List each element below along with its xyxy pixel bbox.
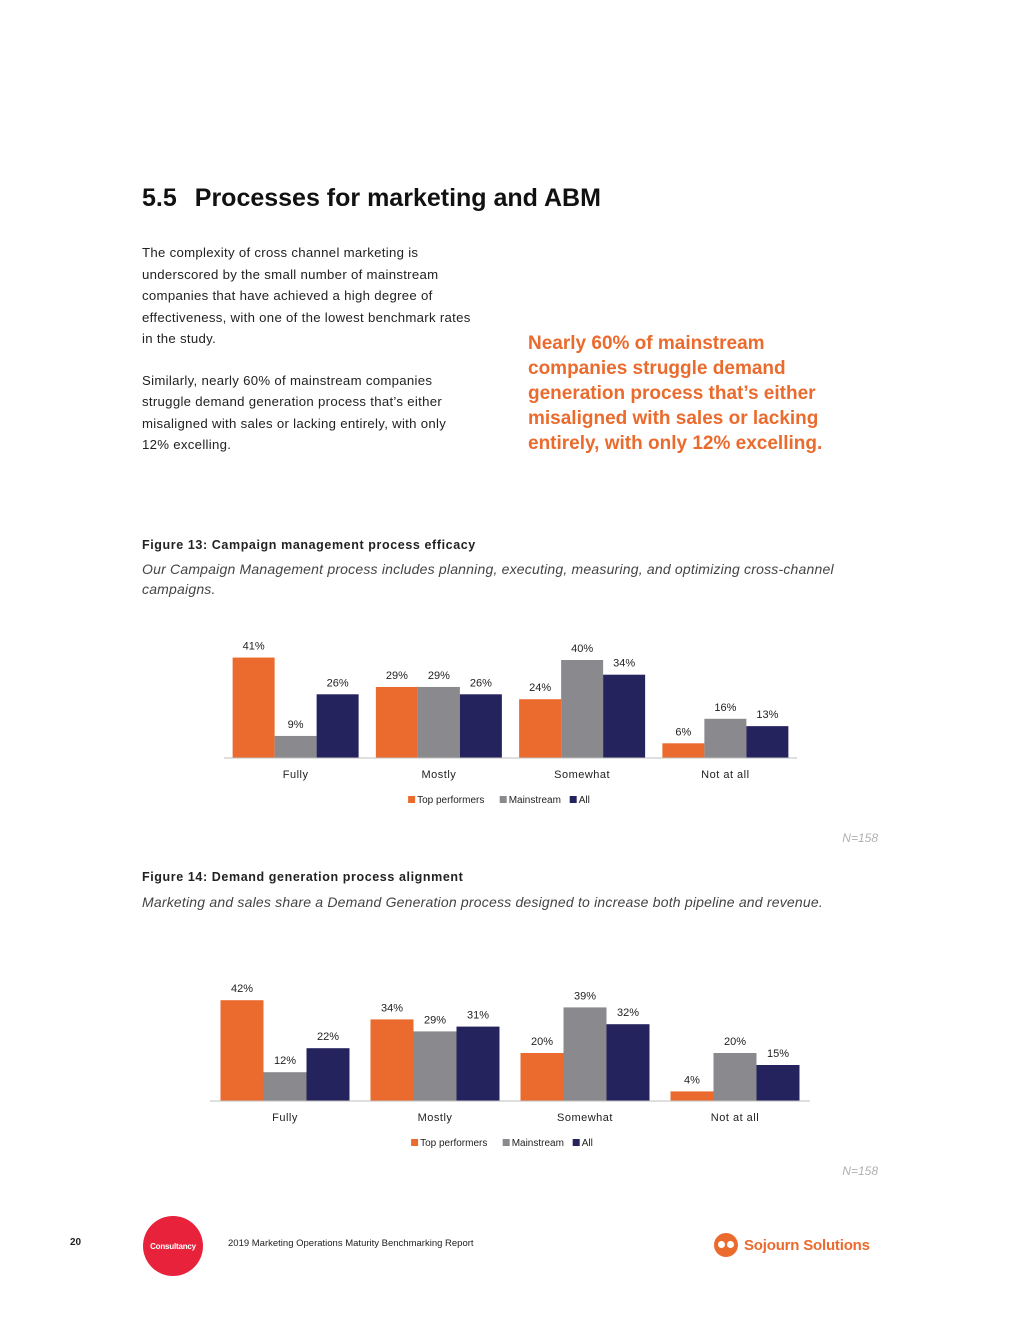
bar-all-somewhat bbox=[603, 674, 646, 758]
legend-swatch-top-performers bbox=[411, 1139, 419, 1146]
category-label: Somewhat bbox=[554, 769, 610, 781]
bar-mainstream-fully bbox=[274, 735, 317, 758]
data-label: 9% bbox=[288, 719, 304, 731]
data-label: 39% bbox=[574, 990, 596, 1002]
pull-quote: Nearly 60% of mainstream companies strug… bbox=[528, 333, 823, 454]
data-label: 34% bbox=[613, 658, 635, 670]
bar-mainstream-mostly bbox=[413, 1031, 457, 1101]
section-title: 5.5 Processes for marketing and ABM bbox=[142, 184, 601, 213]
figure-14-sample-note: N=158 bbox=[842, 1164, 878, 1178]
category-label: Mostly bbox=[421, 769, 456, 781]
data-label: 31% bbox=[467, 1010, 489, 1022]
sojourn-logo-icon bbox=[714, 1233, 738, 1257]
data-label: 29% bbox=[424, 1014, 446, 1026]
bar-mainstream-somewhat bbox=[561, 660, 604, 758]
data-label: 34% bbox=[381, 1002, 403, 1014]
data-label: 29% bbox=[386, 670, 408, 682]
bar-top-performers-not-at-all bbox=[662, 743, 705, 758]
legend-label-mainstream: Mainstream bbox=[509, 795, 561, 806]
legend-swatch-mainstream bbox=[499, 796, 507, 803]
bar-top-performers-mostly bbox=[370, 1019, 414, 1101]
data-label: 4% bbox=[684, 1074, 700, 1086]
bar-top-performers-somewhat bbox=[520, 1053, 564, 1101]
bar-mainstream-fully bbox=[263, 1072, 307, 1101]
consultancy-badge-label: Consultancy bbox=[150, 1241, 196, 1251]
category-label: Fully bbox=[272, 1112, 298, 1124]
category-label: Somewhat bbox=[557, 1112, 613, 1124]
body-paragraph-1: The complexity of cross channel marketin… bbox=[142, 245, 471, 346]
page-number: 20 bbox=[70, 1237, 82, 1248]
figure-13-subtitle: Our Campaign Management process includes… bbox=[142, 561, 834, 597]
category-label: Not at all bbox=[711, 1112, 759, 1124]
data-label: 20% bbox=[724, 1036, 746, 1048]
brand-logo: Sojourn Solutions bbox=[714, 1233, 870, 1257]
data-label: 22% bbox=[317, 1031, 339, 1043]
footer-report-title: 2019 Marketing Operations Maturity Bench… bbox=[228, 1238, 474, 1249]
legend-label-top-performers: Top performers bbox=[420, 1138, 487, 1149]
data-label: 26% bbox=[327, 677, 349, 689]
figure-13-sample-note: N=158 bbox=[842, 831, 878, 845]
bar-all-fully bbox=[316, 694, 359, 758]
figure-14-subtitle: Marketing and sales share a Demand Gener… bbox=[142, 894, 823, 910]
legend-label-top-performers: Top performers bbox=[417, 795, 484, 806]
data-label: 40% bbox=[571, 643, 593, 655]
data-label: 42% bbox=[231, 983, 253, 995]
bar-all-not-at-all bbox=[756, 1065, 800, 1101]
figure-14-chart: 42% 12% 22% Fully 34% 29% 31% Mostly 20% 39% 32% So… bbox=[210, 983, 810, 1149]
legend-swatch-all bbox=[572, 1139, 580, 1146]
bar-all-mostly bbox=[456, 1026, 500, 1101]
figure-14-title: Figure 14: Demand generation process ali… bbox=[142, 870, 464, 884]
legend-swatch-top-performers bbox=[408, 796, 416, 803]
bar-top-performers-fully bbox=[232, 657, 275, 758]
data-label: 26% bbox=[470, 677, 492, 689]
bar-all-mostly bbox=[459, 694, 502, 758]
bar-all-somewhat bbox=[606, 1024, 650, 1101]
bar-mainstream-not-at-all bbox=[704, 718, 747, 758]
data-label: 20% bbox=[531, 1036, 553, 1048]
category-label: Fully bbox=[283, 769, 309, 781]
legend-swatch-mainstream bbox=[502, 1139, 510, 1146]
bar-top-performers-fully bbox=[220, 1000, 264, 1101]
data-label: 32% bbox=[617, 1007, 639, 1019]
data-label: 13% bbox=[756, 709, 778, 721]
bar-mainstream-somewhat bbox=[563, 1007, 607, 1101]
category-label: Mostly bbox=[418, 1112, 453, 1124]
data-label: 12% bbox=[274, 1055, 296, 1067]
data-label: 16% bbox=[714, 702, 736, 714]
data-label: 15% bbox=[767, 1048, 789, 1060]
data-label: 6% bbox=[675, 726, 691, 738]
bar-all-fully bbox=[306, 1048, 350, 1101]
bar-mainstream-not-at-all bbox=[713, 1053, 757, 1101]
brand-name: Sojourn Solutions bbox=[744, 1236, 870, 1254]
data-label: 29% bbox=[428, 670, 450, 682]
body-text-column: The complexity of cross channel marketin… bbox=[142, 242, 472, 476]
figure-13-title: Figure 13: Campaign management process e… bbox=[142, 538, 476, 552]
legend-swatch-all bbox=[569, 796, 577, 803]
legend-label-all: All bbox=[579, 795, 590, 806]
data-label: 24% bbox=[529, 682, 551, 694]
bar-top-performers-not-at-all bbox=[670, 1091, 714, 1101]
section-number: 5.5 bbox=[142, 184, 177, 212]
data-label: 41% bbox=[243, 641, 265, 653]
legend-label-mainstream: Mainstream bbox=[512, 1138, 564, 1149]
body-paragraph-2: Similarly, nearly 60% of mainstream comp… bbox=[142, 372, 447, 453]
bar-mainstream-mostly bbox=[417, 686, 460, 758]
legend-label-all: All bbox=[582, 1138, 593, 1149]
bar-all-not-at-all bbox=[746, 726, 789, 758]
section-heading: Processes for marketing and ABM bbox=[194, 184, 601, 212]
category-label: Not at all bbox=[701, 769, 749, 781]
bar-top-performers-mostly bbox=[375, 686, 418, 758]
bar-top-performers-somewhat bbox=[519, 699, 562, 758]
figure-13-chart: 41% 9% 26% Fully 29% 29% 26% Mostly 24% 40% 34% Som… bbox=[224, 641, 797, 806]
consultancy-badge: Consultancy bbox=[143, 1216, 203, 1276]
